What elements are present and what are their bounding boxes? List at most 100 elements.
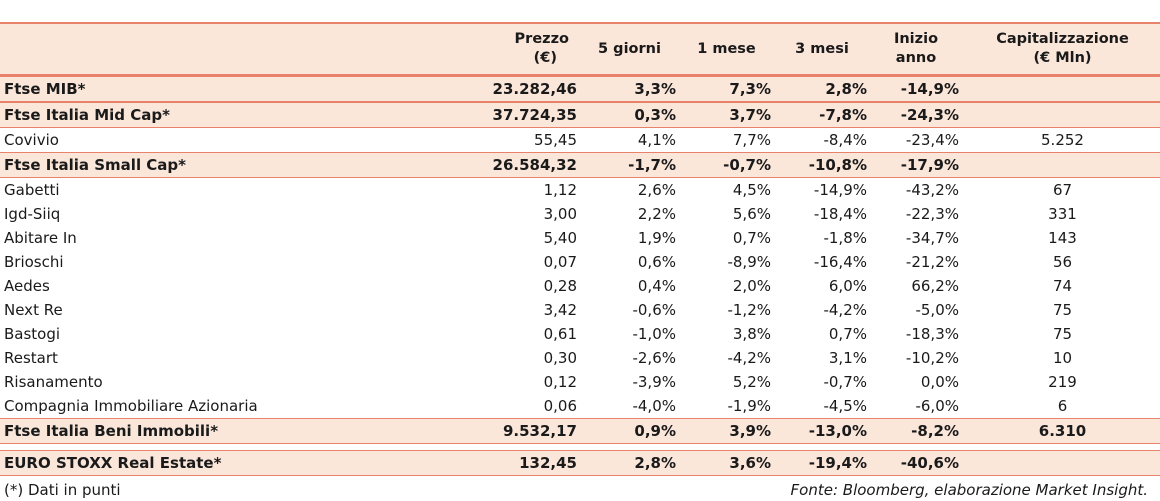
- market-cap-cell: 6: [1057, 397, 1068, 415]
- price-cell: 0,07: [543, 253, 577, 271]
- three-month-cell: -7,8%: [819, 106, 867, 124]
- stock-row: Igd-Siiq 3,00 2,2% 5,6% -18,4% -22,3% 331: [0, 202, 1160, 226]
- stock-row: Abitare In 5,40 1,9% 0,7% -1,8% -34,7% 143: [0, 226, 1160, 250]
- name-cell: Risanamento: [4, 373, 103, 391]
- price-cell: 0,12: [543, 373, 577, 391]
- market-cap-cell: 74: [1052, 277, 1073, 295]
- one-month-cell: 3,7%: [729, 106, 771, 124]
- three-month-cell: -19,4%: [808, 454, 867, 472]
- three-month-cell: -18,4%: [813, 205, 867, 223]
- price-cell: 132,45: [519, 454, 577, 472]
- five-day-cell: -4,0%: [632, 397, 676, 415]
- stock-row: Covivio 55,45 4,1% 7,7% -8,4% -23,4% 5.252: [0, 128, 1160, 152]
- ytd-cell: -18,3%: [905, 325, 959, 343]
- five-day-cell: 0,3%: [634, 106, 676, 124]
- five-day-cell: -2,6%: [632, 349, 676, 367]
- five-day-cell: 0,4%: [637, 277, 676, 295]
- name-cell: Covivio: [4, 131, 59, 149]
- three-month-cell: 6,0%: [828, 277, 867, 295]
- one-month-cell: 5,6%: [732, 205, 771, 223]
- price-cell: 3,00: [543, 205, 577, 223]
- name-cell: Gabetti: [4, 181, 60, 199]
- price-cell: 9.532,17: [502, 422, 577, 440]
- ytd-cell: -43,2%: [905, 181, 959, 199]
- table-body: Ftse MIB* 23.282,46 3,3% 7,3% 2,8% -14,9% Ftse…: [0, 76, 1160, 476]
- performance-table: Prezzo (€) 5 giorni 1 mese 3 mesi Inizio…: [0, 22, 1160, 476]
- one-month-cell: -1,2%: [727, 301, 771, 319]
- market-cap-cell: 10: [1052, 349, 1073, 367]
- header-3m: 3 mesi: [795, 40, 849, 57]
- one-month-cell: 7,7%: [732, 131, 771, 149]
- five-day-cell: -0,6%: [632, 301, 676, 319]
- name-cell: Next Re: [4, 301, 63, 319]
- stock-row: Aedes 0,28 0,4% 2,0% 6,0% 66,2% 74: [0, 274, 1160, 298]
- name-cell: Aedes: [4, 277, 50, 295]
- price-cell: 3,42: [543, 301, 577, 319]
- one-month-cell: -4,2%: [727, 349, 771, 367]
- header-price-unit: (€): [533, 50, 557, 66]
- ytd-cell: -34,7%: [905, 229, 959, 247]
- market-cap-cell: 331: [1048, 205, 1077, 223]
- one-month-cell: -1,9%: [727, 397, 771, 415]
- ytd-cell: -24,3%: [900, 106, 959, 124]
- one-month-cell: 0,7%: [732, 229, 771, 247]
- ytd-cell: -6,0%: [915, 397, 959, 415]
- market-cap-cell: 67: [1052, 181, 1073, 199]
- one-month-cell: 3,6%: [729, 454, 771, 472]
- ytd-cell: -17,9%: [900, 156, 959, 174]
- header-ytd: Inizio anno: [893, 31, 939, 66]
- price-cell: 5,40: [543, 229, 577, 247]
- five-day-cell: -3,9%: [632, 373, 676, 391]
- three-month-cell: 3,1%: [828, 349, 867, 367]
- price-cell: 1,12: [543, 181, 577, 199]
- five-day-cell: 2,8%: [634, 454, 676, 472]
- name-cell: Bastogi: [4, 325, 61, 343]
- price-cell: 0,30: [543, 349, 577, 367]
- ytd-cell: 0,0%: [920, 373, 959, 391]
- header-1m: 1 mese: [697, 40, 756, 57]
- one-month-cell: 4,5%: [732, 181, 771, 199]
- one-month-cell: 3,8%: [732, 325, 771, 343]
- name-cell: Ftse Italia Mid Cap*: [4, 106, 170, 124]
- three-month-cell: -4,2%: [823, 301, 867, 319]
- source-note: Fonte: Bloomberg, elaborazione Market In…: [790, 481, 1148, 499]
- table-header: Prezzo (€) 5 giorni 1 mese 3 mesi Inizio…: [0, 22, 1160, 76]
- index-row: Ftse Italia Mid Cap* 37.724,35 0,3% 3,7% -7,…: [0, 102, 1160, 128]
- footnote: (*) Dati in punti: [4, 481, 121, 499]
- three-month-cell: -0,7%: [823, 373, 867, 391]
- price-cell: 37.724,35: [492, 106, 577, 124]
- ytd-cell: -14,9%: [900, 80, 959, 98]
- header-price-label: Prezzo: [514, 31, 569, 47]
- price-cell: 55,45: [534, 131, 577, 149]
- price-cell: 0,28: [543, 277, 577, 295]
- ytd-cell: -10,2%: [905, 349, 959, 367]
- market-cap-cell: 143: [1048, 229, 1077, 247]
- three-month-cell: -10,8%: [808, 156, 867, 174]
- stock-row: Compagnia Immobiliare Azionaria 0,06 -4,0%…: [0, 394, 1160, 418]
- name-cell: Compagnia Immobiliare Azionaria: [4, 397, 258, 415]
- price-cell: 0,61: [543, 325, 577, 343]
- market-cap-cell: 56: [1052, 253, 1073, 271]
- stock-row: Next Re 3,42 -0,6% -1,2% -4,2% -5,0% 75: [0, 298, 1160, 322]
- three-month-cell: 2,8%: [825, 80, 867, 98]
- name-cell: Restart: [4, 349, 58, 367]
- five-day-cell: 1,9%: [637, 229, 676, 247]
- price-cell: 26.584,32: [492, 156, 577, 174]
- index-row: Ftse MIB* 23.282,46 3,3% 7,3% 2,8% -14,9%: [0, 76, 1160, 102]
- header-5d: 5 giorni: [598, 40, 661, 57]
- three-month-cell: -13,0%: [808, 422, 867, 440]
- name-cell: Abitare In: [4, 229, 77, 247]
- ytd-cell: -40,6%: [900, 454, 959, 472]
- one-month-cell: 5,2%: [732, 373, 771, 391]
- header-price: Prezzo (€): [400, 30, 583, 68]
- three-month-cell: -4,5%: [823, 397, 867, 415]
- one-month-cell: 3,9%: [729, 422, 771, 440]
- one-month-cell: -0,7%: [723, 156, 771, 174]
- name-cell: Ftse Italia Beni Immobili*: [4, 422, 219, 440]
- price-cell: 23.282,46: [492, 80, 577, 98]
- stock-row: Brioschi 0,07 0,6% -8,9% -16,4% -21,2% 56: [0, 250, 1160, 274]
- five-day-cell: -1,0%: [632, 325, 676, 343]
- stock-row: Gabetti 1,12 2,6% 4,5% -14,9% -43,2% 67: [0, 178, 1160, 202]
- ytd-cell: -23,4%: [905, 131, 959, 149]
- header-cap: Capitalizzazione (€ Mln): [965, 30, 1160, 68]
